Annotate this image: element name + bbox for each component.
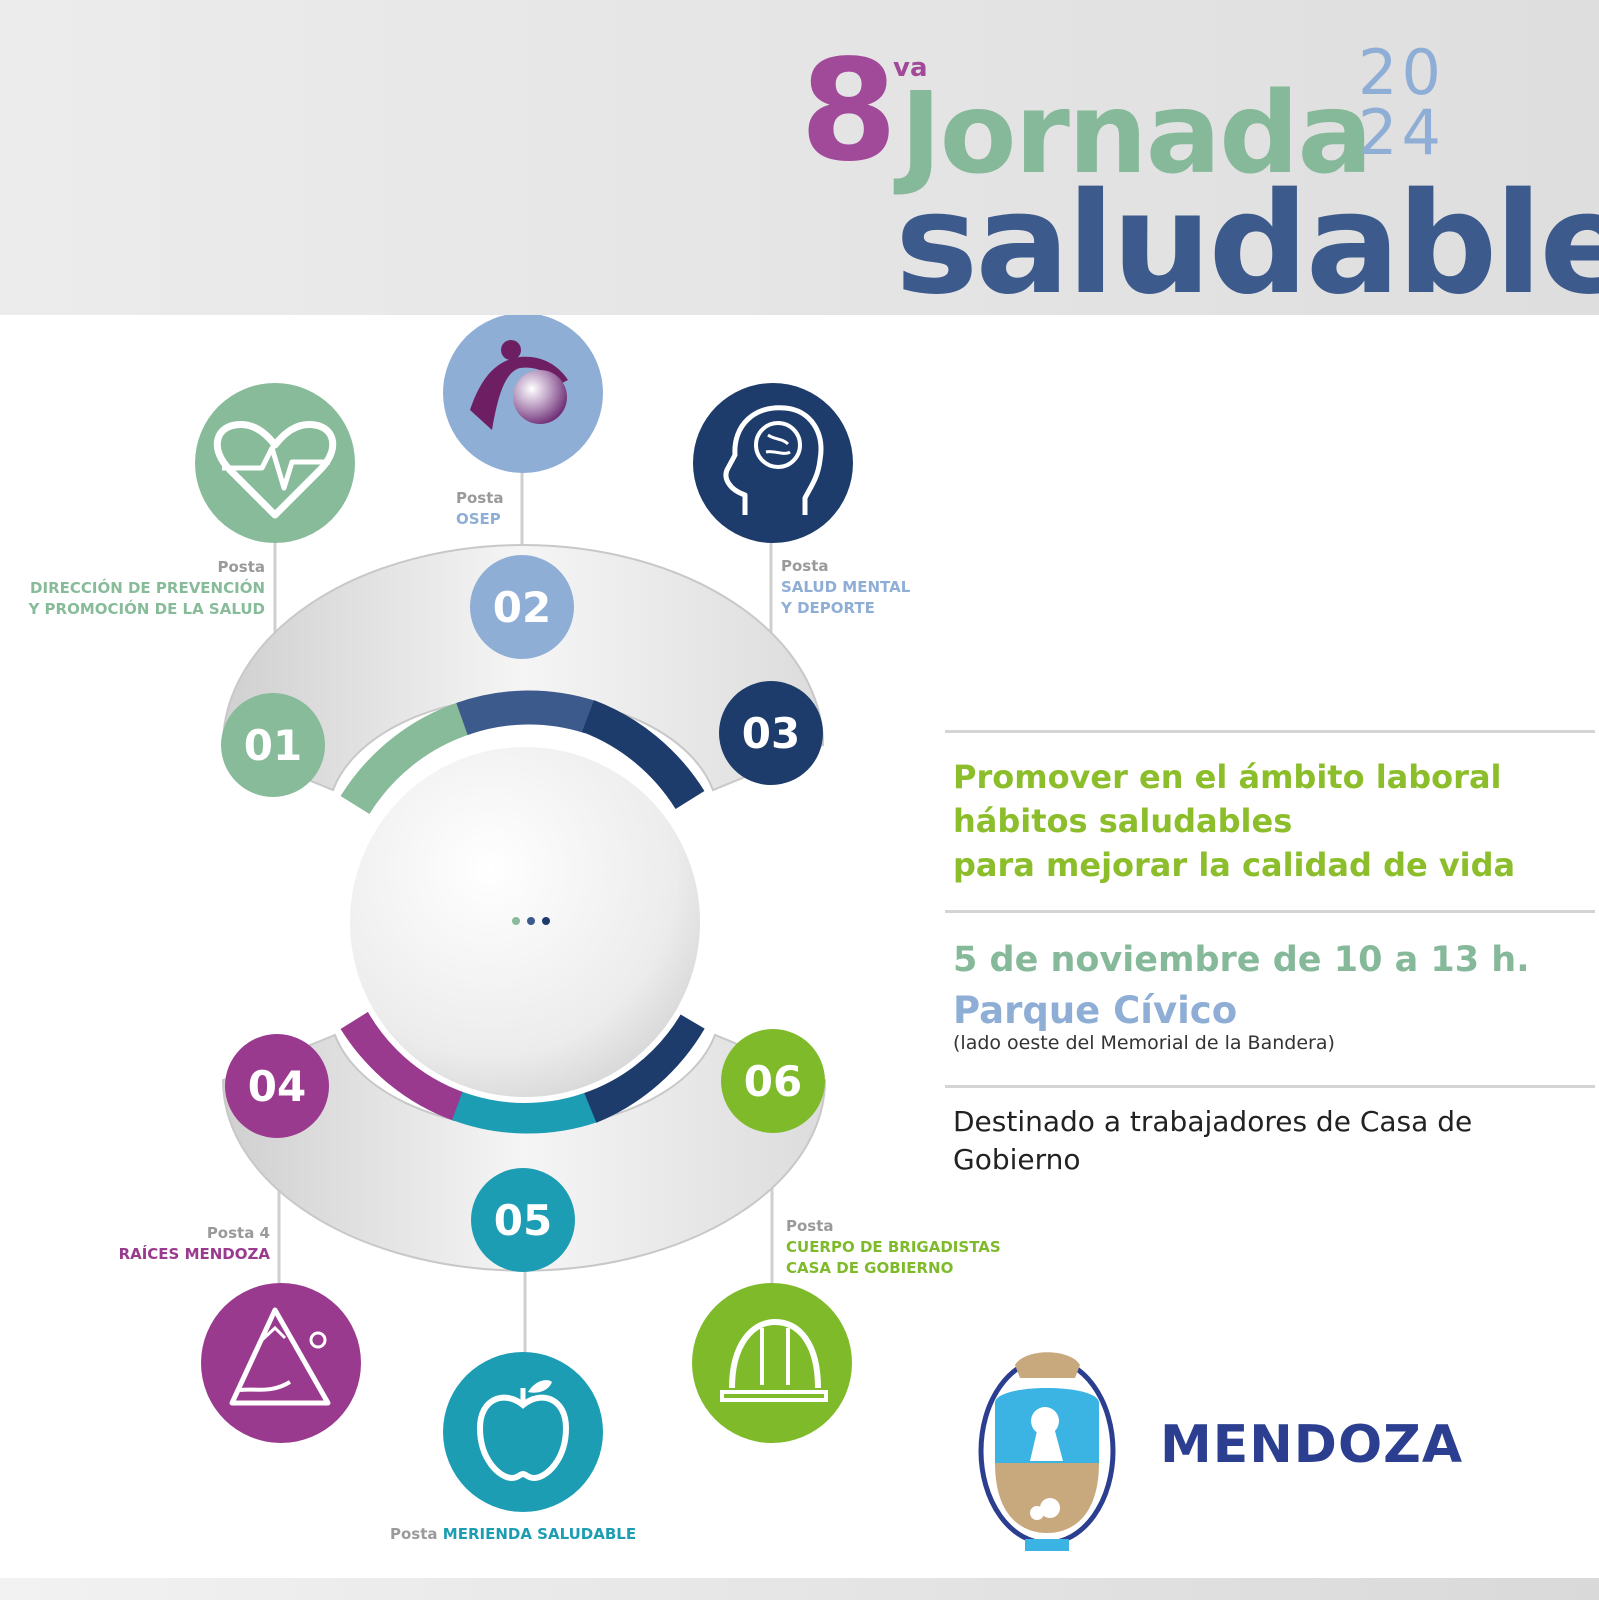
divider-2	[945, 910, 1595, 913]
apple-icon	[443, 1352, 603, 1512]
station-label-04: Posta 4 RAÍCES MENDOZA	[60, 1223, 270, 1265]
badge-04-number: 04	[248, 1062, 306, 1111]
year-top: 20	[1358, 36, 1445, 109]
station-02-name: OSEP	[456, 510, 501, 528]
brain-head-icon	[693, 383, 853, 543]
header-band	[0, 0, 1599, 315]
footer-band	[0, 1578, 1599, 1600]
station-06-posta: Posta	[786, 1217, 834, 1235]
slogan-line3: para mejorar la calidad de vida	[953, 846, 1516, 884]
station-01-posta: Posta	[217, 558, 265, 576]
station-label-02: Posta OSEP	[456, 488, 504, 530]
badge-02-number: 02	[493, 583, 551, 632]
divider-1	[945, 730, 1595, 733]
ring-segment-01	[340, 701, 471, 815]
station-label-03: Posta SALUD MENTAL Y DEPORTE	[781, 556, 910, 619]
year-bottom: 24	[1358, 96, 1445, 169]
station-label-01: Posta DIRECCIÓN DE PREVENCIÓN Y PROMOCIÓ…	[20, 557, 265, 620]
badge-01-number: 01	[244, 721, 302, 770]
ring-segment-06	[583, 1011, 705, 1123]
event-place-note: (lado oeste del Memorial de la Bandera)	[953, 1032, 1335, 1054]
ring-segment-04	[340, 1010, 467, 1122]
station-06-name-line1: CUERPO DE BRIGADISTAS	[786, 1238, 1001, 1256]
heart-pulse-icon	[195, 383, 355, 543]
ring-segment-02	[456, 690, 596, 736]
station-01-name-line1: DIRECCIÓN DE PREVENCIÓN	[30, 579, 265, 597]
badge-05-number: 05	[494, 1196, 552, 1245]
center-dot-green	[512, 917, 520, 925]
station-02-posta: Posta	[456, 489, 504, 507]
badge-03	[719, 681, 823, 785]
mendoza-coat-of-arms-icon	[978, 1352, 1116, 1551]
station-label-06: Posta CUERPO DE BRIGADISTAS CASA DE GOBI…	[786, 1216, 1001, 1279]
badge-06-number: 06	[744, 1057, 802, 1106]
badge-03-number: 03	[742, 709, 800, 758]
center-dot-blue	[527, 917, 535, 925]
station-03-name-line2: Y DEPORTE	[781, 599, 875, 617]
brand-name: MENDOZA	[1160, 1415, 1464, 1475]
center-dot-navy	[542, 917, 550, 925]
center-disc	[344, 741, 706, 1103]
edition-number: 8	[800, 30, 897, 193]
title-jornada: Jornada	[900, 69, 1373, 199]
slogan-line1: Promover en el ámbito laboral	[953, 758, 1502, 796]
ring-segment-03	[581, 700, 705, 810]
title-saludable: saludable	[895, 163, 1599, 326]
badge-06	[721, 1029, 825, 1133]
slogan-line2: hábitos saludables	[953, 802, 1293, 840]
station-03-name-line1: SALUD MENTAL	[781, 578, 911, 596]
ring-segment-05	[452, 1087, 598, 1134]
mountain-hand-icon	[201, 1283, 361, 1443]
event-place: Parque Cívico	[953, 989, 1238, 1032]
station-04-name: RAÍCES MENDOZA	[118, 1245, 270, 1263]
station-03-posta: Posta	[781, 557, 829, 575]
edition-ordinal: va	[893, 53, 928, 83]
event-date: 5 de noviembre de 10 a 13 h.	[953, 940, 1530, 980]
year: 20 24	[1358, 36, 1445, 169]
event-audience: Destinado a trabajadores de Casa de Gobi…	[953, 1105, 1473, 1176]
station-06-name-line2: CASA DE GOBIERNO	[786, 1259, 954, 1277]
hard-hat-icon	[692, 1283, 852, 1443]
station-04-posta: Posta 4	[206, 1224, 270, 1242]
station-05-posta: Posta	[390, 1525, 438, 1543]
badge-04	[225, 1034, 329, 1138]
badge-05	[471, 1168, 575, 1272]
divider-3	[945, 1085, 1595, 1088]
station-01-name-line2: Y PROMOCIÓN DE LA SALUD	[28, 600, 265, 618]
osep-logo-icon	[443, 315, 603, 473]
station-05-name: MERIENDA SALUDABLE	[442, 1525, 637, 1543]
badge-02	[470, 555, 574, 659]
stations-diagram: 01 02 03 04 05 06	[195, 315, 853, 1512]
slogan: Promover en el ámbito laboral hábitos sa…	[953, 755, 1515, 887]
station-label-05: Posta MERIENDA SALUDABLE	[390, 1524, 636, 1545]
badge-01	[221, 693, 325, 797]
